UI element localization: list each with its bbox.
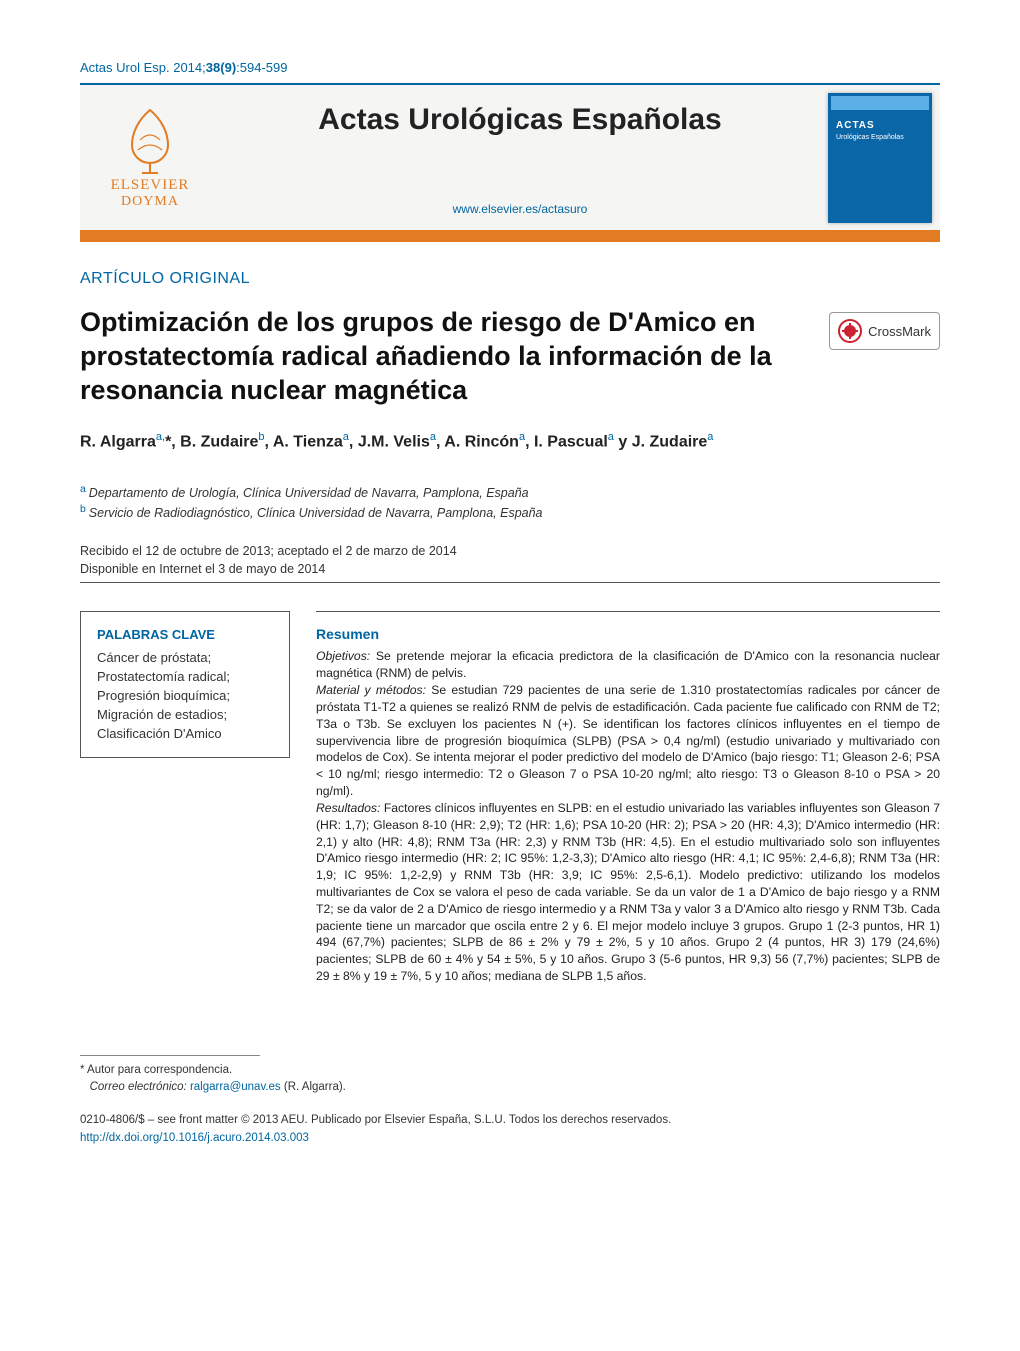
keyword-item: Progresión bioquímica; — [97, 687, 273, 706]
elsevier-tree-icon — [120, 105, 180, 175]
cover-brand-sub: Urológicas Españolas — [836, 133, 924, 143]
journal-title: Actas Urológicas Españolas — [318, 103, 721, 137]
keywords-box: PALABRAS CLAVE Cáncer de próstata; Prost… — [80, 611, 290, 758]
keywords-heading: PALABRAS CLAVE — [97, 626, 273, 645]
cover-brand-top: ACTAS — [836, 119, 924, 133]
affiliation-a: aDepartamento de Urología, Clínica Unive… — [80, 482, 940, 503]
journal-abbrev: Actas Urol Esp. — [80, 60, 170, 75]
aff-marker: b — [80, 504, 86, 515]
online-date: Disponible en Internet el 3 de mayo de 2… — [80, 561, 940, 579]
affiliations: aDepartamento de Urología, Clínica Unive… — [80, 482, 940, 524]
abstract-body: Objetivos: Se pretende mejorar la eficac… — [316, 648, 940, 985]
journal-cover-thumb: ACTAS Urológicas Españolas — [828, 93, 932, 223]
title-row: Optimización de los grupos de riesgo de … — [80, 306, 940, 407]
running-head: Actas Urol Esp. 2014;38(9):594-599 — [80, 60, 940, 75]
cover-top-stripe — [831, 96, 929, 110]
publisher-name-bottom: DOYMA — [121, 194, 179, 210]
crossmark-badge[interactable]: CrossMark — [829, 312, 940, 350]
aff-marker: a — [80, 484, 86, 495]
dates-rule — [80, 582, 940, 583]
article-title: Optimización de los grupos de riesgo de … — [80, 306, 809, 407]
crossmark-icon — [838, 319, 862, 343]
corr-email-label: Correo electrónico: — [90, 1081, 187, 1093]
footer-separator — [80, 1055, 260, 1056]
page: Actas Urol Esp. 2014;38(9):594-599 ELSEV… — [0, 0, 1020, 1197]
accent-bar — [80, 230, 940, 242]
doi-link[interactable]: http://dx.doi.org/10.1016/j.acuro.2014.0… — [80, 1132, 309, 1144]
aff-text: Servicio de Radiodiagnóstico, Clínica Un… — [89, 507, 543, 521]
publisher-name-top: ELSEVIER — [111, 177, 190, 194]
history-dates: Recibido el 12 de octubre de 2013; acept… — [80, 543, 940, 578]
received-accepted: Recibido el 12 de octubre de 2013; acept… — [80, 543, 940, 561]
year: 2014 — [173, 60, 202, 75]
copyright-line: 0210-4806/$ – see front matter © 2013 AE… — [80, 1112, 940, 1129]
correspondence: * Autor para correspondencia. Correo ele… — [80, 1062, 940, 1097]
cover-thumb-wrap: ACTAS Urológicas Españolas — [820, 85, 940, 230]
keyword-item: Clasificación D'Amico — [97, 725, 273, 744]
volume: 38 — [206, 60, 220, 75]
copyright-block: 0210-4806/$ – see front matter © 2013 AE… — [80, 1112, 940, 1147]
keyword-item: Prostatectomía radical; — [97, 668, 273, 687]
corr-star: * — [80, 1064, 84, 1076]
masthead: ELSEVIER DOYMA Actas Urológicas Española… — [80, 85, 940, 230]
pages: 594-599 — [240, 60, 288, 75]
keywords-abstract-row: PALABRAS CLAVE Cáncer de próstata; Prost… — [80, 611, 940, 985]
corr-email-link[interactable]: ralgarra@unav.es — [190, 1081, 281, 1093]
section-label: ARTÍCULO ORIGINAL — [80, 270, 940, 288]
corr-name: (R. Algarra). — [284, 1081, 346, 1093]
abstract-column: Resumen Objetivos: Se pretende mejorar l… — [316, 611, 940, 985]
crossmark-label: CrossMark — [868, 324, 931, 339]
keyword-item: Cáncer de próstata; — [97, 649, 273, 668]
masthead-center: Actas Urológicas Españolas www.elsevier.… — [220, 85, 820, 230]
publisher-logo-block: ELSEVIER DOYMA — [80, 85, 220, 230]
abstract-top-rule — [316, 611, 940, 612]
aff-text: Departamento de Urología, Clínica Univer… — [89, 486, 529, 500]
corr-label: Autor para correspondencia. — [87, 1064, 232, 1076]
keyword-item: Migración de estadios; — [97, 706, 273, 725]
issue: 9 — [225, 60, 232, 75]
abstract-heading: Resumen — [316, 626, 940, 642]
journal-url-link[interactable]: www.elsevier.es/actasuro — [453, 202, 588, 216]
cover-body: ACTAS Urológicas Españolas — [836, 119, 924, 143]
authors-line: R. Algarraa,*, B. Zudaireb, A. Tienzaa, … — [80, 431, 940, 451]
affiliation-b: bServicio de Radiodiagnóstico, Clínica U… — [80, 502, 940, 523]
